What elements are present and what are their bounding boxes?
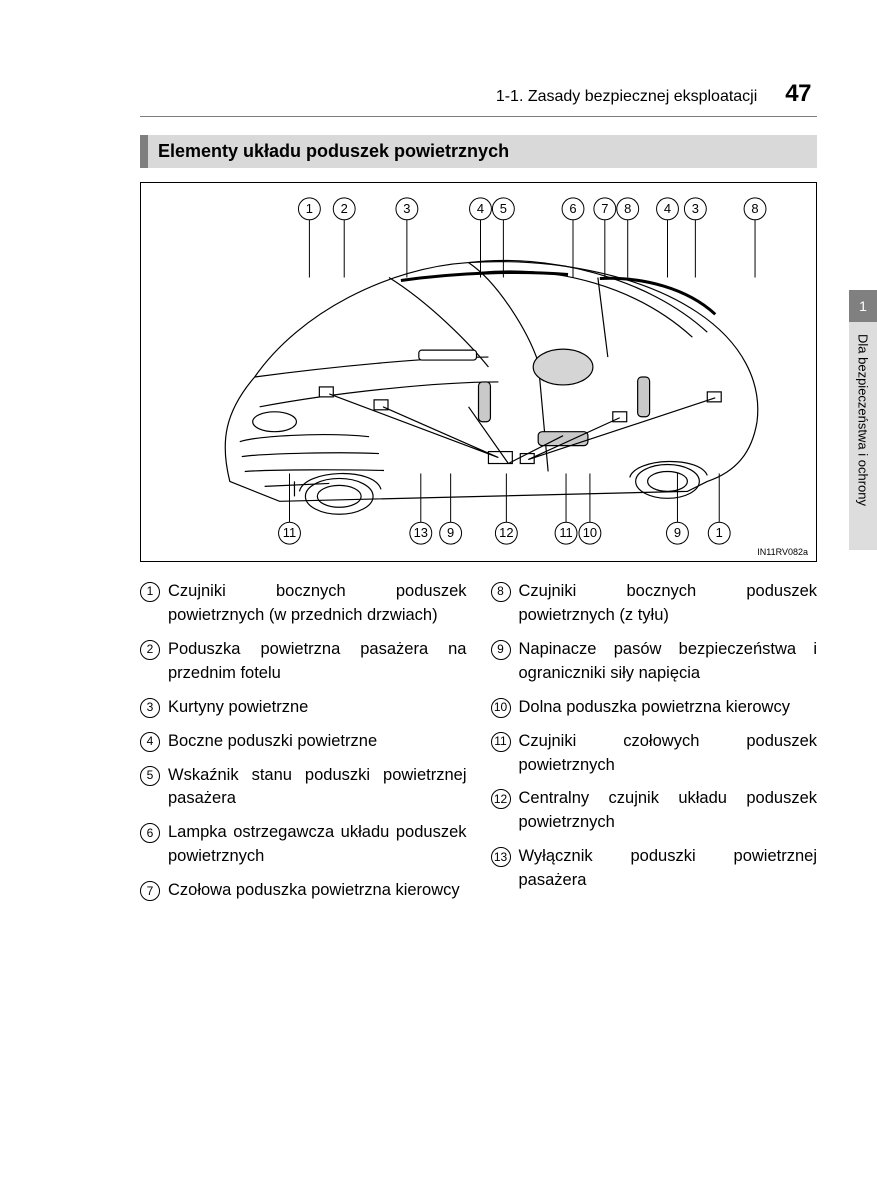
legend: 1 Czujniki bocznych poduszek powietrznych… <box>140 580 817 913</box>
svg-text:8: 8 <box>624 201 631 216</box>
legend-item: 1 Czujniki bocznych poduszek powietrznych… <box>140 580 467 628</box>
legend-text: Czujniki czołowych poduszek powietrznych <box>519 730 818 778</box>
legend-number-badge: 1 <box>140 582 160 602</box>
chapter-label: Dla bezpieczeństwa i ochrony <box>856 322 871 506</box>
chapter-side-tab: 1 Dla bezpieczeństwa i ochrony <box>849 290 877 550</box>
chapter-number-badge: 1 <box>849 290 877 322</box>
legend-item: 2 Poduszka powietrzna pasażera na przedni… <box>140 638 467 686</box>
svg-text:3: 3 <box>403 201 410 216</box>
svg-text:11: 11 <box>283 525 296 540</box>
legend-number-badge: 12 <box>491 789 511 809</box>
manual-page: 1-1. Zasady bezpiecznej eksploatacji 4 7 … <box>0 0 877 1200</box>
legend-item: 11 Czujniki czołowych poduszek powietrzny… <box>491 730 818 778</box>
legend-text: Czołowa poduszka powietrzna kierowcy <box>168 879 467 903</box>
legend-text: Lampka ostrzegawcza układu poduszek powi… <box>168 821 467 869</box>
legend-number-badge: 7 <box>140 881 160 901</box>
legend-item: 6 Lampka ostrzegawcza układu poduszek pow… <box>140 821 467 869</box>
svg-text:4: 4 <box>664 201 671 216</box>
svg-text:3: 3 <box>692 201 699 216</box>
svg-text:6: 6 <box>569 201 576 216</box>
image-code: IN11RV082a <box>757 547 808 557</box>
svg-text:12: 12 <box>499 525 513 540</box>
legend-number-badge: 6 <box>140 823 160 843</box>
svg-text:5: 5 <box>500 201 507 216</box>
legend-text: Centralny czujnik układu poduszek powiet… <box>519 787 818 835</box>
header-rule <box>140 116 817 117</box>
legend-item: 3 Kurtyny powietrzne <box>140 696 467 720</box>
page-header: 1-1. Zasady bezpiecznej eksploatacji 47 <box>140 80 817 108</box>
legend-item: 4 Boczne poduszki powietrzne <box>140 730 467 754</box>
legend-number-badge: 10 <box>491 698 511 718</box>
svg-text:1: 1 <box>306 201 313 216</box>
legend-item: 10 Dolna poduszka powietrzna kierowcy <box>491 696 818 720</box>
legend-number-badge: 9 <box>491 640 511 660</box>
legend-text: Wyłącznik poduszki powietrznej pasażera <box>519 845 818 893</box>
svg-text:7: 7 <box>601 201 608 216</box>
svg-text:4: 4 <box>477 201 484 216</box>
legend-item: 5 Wskaźnik stanu poduszki powietrznej pas… <box>140 764 467 812</box>
diagram-svg: 123456784381113912111091 <box>141 183 816 561</box>
legend-number-badge: 13 <box>491 847 511 867</box>
svg-text:9: 9 <box>674 525 681 540</box>
legend-text: Dolna poduszka powietrzna kierowcy <box>519 696 818 720</box>
svg-text:11: 11 <box>559 525 572 540</box>
legend-item: 7 Czołowa poduszka powietrzna kierowcy <box>140 879 467 903</box>
legend-text: Kurtyny powietrzne <box>168 696 467 720</box>
legend-number-badge: 8 <box>491 582 511 602</box>
legend-number-badge: 11 <box>491 732 511 752</box>
svg-text:13: 13 <box>414 525 428 540</box>
page-number: 47 <box>785 80 811 108</box>
legend-item: 9 Napinacze pasów bezpieczeństwa i ograni… <box>491 638 818 686</box>
legend-item: 12 Centralny czujnik układu poduszek powi… <box>491 787 818 835</box>
legend-item: 8 Czujniki bocznych poduszek powietrznych… <box>491 580 818 628</box>
legend-column-left: 1 Czujniki bocznych poduszek powietrznych… <box>140 580 467 913</box>
legend-text: Czujniki bocznych poduszek powietrznych … <box>519 580 818 628</box>
svg-text:1: 1 <box>716 525 723 540</box>
legend-text: Czujniki bocznych poduszek powietrznych … <box>168 580 467 628</box>
legend-text: Wskaźnik stanu poduszki powietrznej pasa… <box>168 764 467 812</box>
airbag-system-diagram: 123456784381113912111091 IN11RV082a <box>140 182 817 562</box>
legend-number-badge: 5 <box>140 766 160 786</box>
svg-text:2: 2 <box>341 201 348 216</box>
section-breadcrumb: 1-1. Zasady bezpiecznej eksploatacji <box>496 88 757 106</box>
legend-item: 13 Wyłącznik poduszki powietrznej pasażer… <box>491 845 818 893</box>
svg-text:9: 9 <box>447 525 454 540</box>
legend-text: Napinacze pasów bezpieczeństwa i ogranic… <box>519 638 818 686</box>
svg-text:10: 10 <box>583 525 597 540</box>
legend-column-right: 8 Czujniki bocznych poduszek powietrznych… <box>491 580 818 913</box>
legend-text: Boczne poduszki powietrzne <box>168 730 467 754</box>
legend-number-badge: 3 <box>140 698 160 718</box>
section-title: Elementy układu poduszek powietrznych <box>140 135 817 168</box>
legend-number-badge: 4 <box>140 732 160 752</box>
legend-number-badge: 2 <box>140 640 160 660</box>
svg-text:8: 8 <box>751 201 758 216</box>
legend-text: Poduszka powietrzna pasażera na przednim… <box>168 638 467 686</box>
